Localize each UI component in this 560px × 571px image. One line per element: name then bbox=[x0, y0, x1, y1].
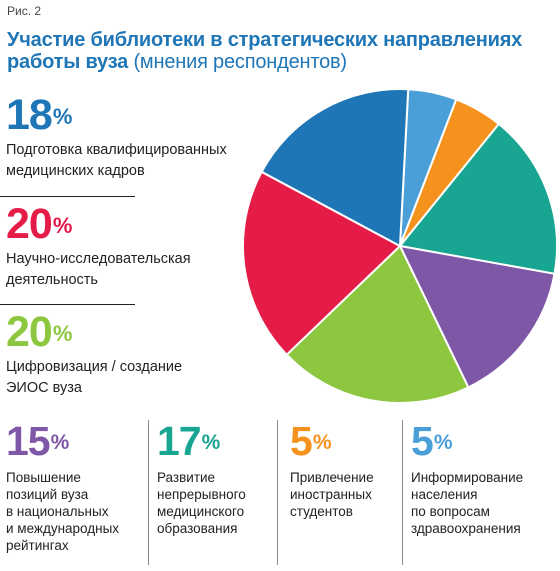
legend-item-continuing-education: 17% Развитие непрерывного медицинского о… bbox=[157, 420, 272, 537]
percent-sign: % bbox=[52, 321, 73, 346]
legend-label-line: деятельность bbox=[6, 272, 98, 288]
pie-slice-5 bbox=[398, 122, 558, 275]
legend-label-line: Привлечение bbox=[290, 470, 374, 485]
legend-label: Информирование населения по вопросам здр… bbox=[411, 469, 556, 537]
pie-slice-1 bbox=[260, 88, 410, 248]
legend-item-training: 18% Подготовка квалифицированных медицин… bbox=[6, 93, 276, 182]
legend-label-line: непрерывного bbox=[157, 487, 246, 502]
percent-sign: % bbox=[52, 213, 73, 238]
legend-label-line: студентов bbox=[290, 504, 353, 519]
chart-title-main: Участие библиотеки в стратегических напр… bbox=[7, 29, 523, 73]
legend-percent-value: 20 bbox=[6, 200, 53, 248]
legend-percent: 20% bbox=[6, 202, 276, 246]
legend-label-line: по вопросам bbox=[411, 504, 490, 519]
chart-subtitle: (мнения респондентов) bbox=[133, 51, 347, 73]
legend-percent-value: 5 bbox=[411, 418, 434, 464]
legend-label: Подготовка квалифицированных медицинских… bbox=[6, 140, 276, 182]
legend-label-line: и международных bbox=[6, 521, 120, 536]
legend-percent-value: 18 bbox=[6, 91, 53, 139]
legend-label-line: ЭИОС вуза bbox=[6, 380, 82, 396]
percent-sign: % bbox=[50, 431, 70, 454]
legend-label-line: Развитие bbox=[157, 470, 216, 485]
legend-label-line: Научно-исследовательская bbox=[6, 251, 191, 267]
legend-item-rankings: 15% Повышение позиций вуза в национальны… bbox=[6, 420, 146, 554]
legend-label: Привлечение иностранных студентов bbox=[290, 469, 400, 520]
figure-label: Рис. 2 bbox=[7, 4, 42, 18]
legend-percent: 5% bbox=[290, 420, 400, 462]
legend-label-line: населения bbox=[411, 487, 478, 502]
legend-label-line: Подготовка квалифицированных bbox=[6, 142, 227, 158]
legend-label: Повышение позиций вуза в национальных и … bbox=[6, 469, 146, 554]
legend-label-line: образования bbox=[157, 521, 238, 536]
legend-label: Развитие непрерывного медицинского образ… bbox=[157, 469, 272, 537]
legend-percent: 15% bbox=[6, 420, 146, 462]
legend-percent-value: 20 bbox=[6, 308, 53, 356]
legend-label-line: Повышение bbox=[6, 470, 81, 485]
divider bbox=[0, 196, 135, 197]
legend-percent: 18% bbox=[6, 93, 276, 137]
pie-slice-4 bbox=[398, 244, 556, 389]
divider bbox=[0, 304, 135, 305]
percent-sign: % bbox=[52, 104, 73, 129]
pie-slice-2 bbox=[242, 170, 402, 357]
legend-label-line: рейтингах bbox=[6, 538, 69, 553]
divider bbox=[148, 420, 149, 565]
percent-sign: % bbox=[312, 431, 332, 454]
legend-label-line: медицинского bbox=[157, 504, 245, 519]
legend-label-line: Цифровизация / создание bbox=[6, 359, 183, 375]
legend-percent: 5% bbox=[411, 420, 556, 462]
legend-item-research: 20% Научно-исследовательская деятельност… bbox=[6, 202, 276, 291]
divider bbox=[277, 420, 278, 565]
legend-label-line: медицинских кадров bbox=[6, 163, 145, 179]
legend-item-foreign-students: 5% Привлечение иностранных студентов bbox=[290, 420, 400, 520]
legend-item-public-health-info: 5% Информирование населения по вопросам … bbox=[411, 420, 556, 537]
legend-label-line: Информирование bbox=[411, 470, 524, 485]
legend-item-digitalization: 20% Цифровизация / создание ЭИОС вуза bbox=[6, 310, 276, 399]
chart-title: Участие библиотеки в стратегических напр… bbox=[7, 29, 557, 73]
percent-sign: % bbox=[433, 431, 453, 454]
legend-label: Научно-исследовательская деятельность bbox=[6, 249, 276, 291]
legend-percent-value: 17 bbox=[157, 418, 202, 464]
legend-label-line: в национальных bbox=[6, 504, 109, 519]
pie-slice-3 bbox=[285, 244, 470, 404]
legend-percent-value: 5 bbox=[290, 418, 313, 464]
legend-label-line: здравоохранения bbox=[411, 521, 521, 536]
percent-sign: % bbox=[201, 431, 221, 454]
legend-label-line: позиций вуза bbox=[6, 487, 89, 502]
legend-label-line: иностранных bbox=[290, 487, 372, 502]
legend-label: Цифровизация / создание ЭИОС вуза bbox=[6, 357, 276, 399]
legend-percent-value: 15 bbox=[6, 418, 51, 464]
legend-percent: 20% bbox=[6, 310, 276, 354]
divider bbox=[402, 420, 403, 565]
legend-percent: 17% bbox=[157, 420, 272, 462]
